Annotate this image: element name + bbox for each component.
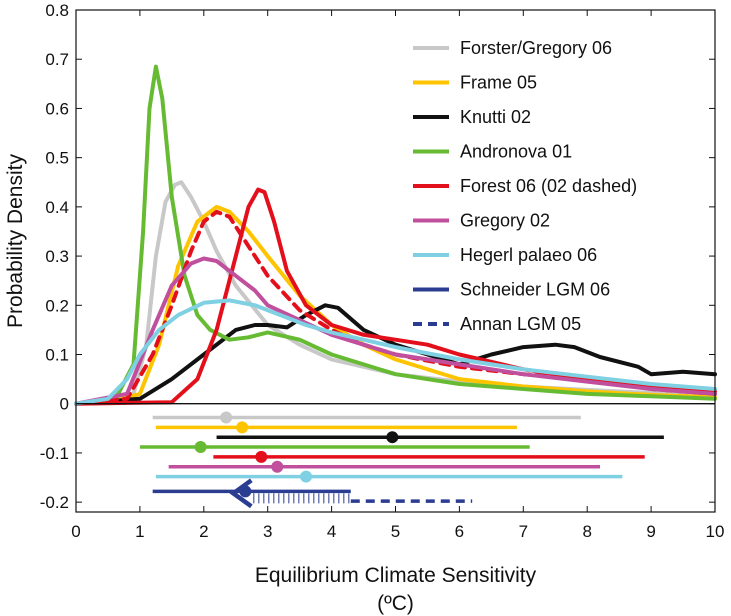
y-tick-label: 0.2 [45,296,69,315]
series-line-gregory-02 [74,256,717,406]
x-tick-label: 6 [455,522,464,541]
x-axis-ticks: 0 1 2 3 4 5 6 7 8 9 10 [71,10,724,541]
legend-label-forest-06-02-dashed: Forest 06 (02 dashed) [460,176,637,196]
legend-label-frame-05: Frame 05 [460,73,537,93]
series-line-andronova-01 [74,64,717,406]
x-tick-label: 1 [135,522,144,541]
x-tick-label: 3 [263,522,272,541]
legend-label-gregory-02: Gregory 02 [460,211,550,231]
y-tick-label: 0.3 [45,247,69,266]
y-tick-label: 0.5 [45,149,69,168]
series-line-hegerl-palaeo-06 [74,298,717,406]
legend: Forster/Gregory 06 Frame 05 Knutti 02 Andro… [413,38,637,334]
series-line-frame-05 [74,204,717,406]
mode-marker-forster-gregory-06 [220,411,233,424]
x-tick-label: 9 [646,522,655,541]
y-tick-label: -0.1 [40,444,69,463]
mode-marker-hegerl-palaeo-06 [300,470,313,483]
mode-marker-frame-05 [236,421,249,434]
x-axis-unit: (ºC) [377,592,414,615]
legend-label-hegerl-palaeo-06: Hegerl palaeo 06 [460,245,597,265]
legend-label-knutti-02: Knutti 02 [460,107,531,127]
x-tick-label: 0 [71,522,80,541]
y-axis-title: Probability Density [4,154,27,328]
y-tick-label: 0.6 [45,99,69,118]
x-tick-label: 8 [582,522,591,541]
series-lines [74,64,717,406]
y-tick-label: 0.4 [45,198,69,217]
y-tick-label: 0 [60,395,69,414]
x-tick-label: 2 [199,522,208,541]
mode-marker-forest-06-02-dashed [255,450,268,463]
range-bars [139,411,664,509]
legend-label-schneider-lgm-06: Schneider LGM 06 [460,280,610,300]
x-tick-label: 10 [706,522,725,541]
arrowhead-schneider-lgm-06 [229,478,253,509]
x-tick-label: 4 [327,522,336,541]
y-axis-ticks: -0.2 -0.1 0 0.1 0.2 0.3 0.4 0.5 0.6 0.7 0.8 [40,1,715,512]
mode-marker-knutti-02 [386,431,399,444]
y-tick-label: -0.2 [40,493,69,512]
y-tick-label: 0.7 [45,50,69,69]
x-tick-label: 7 [519,522,528,541]
mode-marker-andronova-01 [194,441,207,454]
x-tick-label: 5 [391,522,400,541]
legend-label-forster-gregory-06: Forster/Gregory 06 [460,38,612,58]
mode-marker-gregory-02 [271,460,284,473]
legend-label-annan-lgm-05: Annan LGM 05 [460,314,581,334]
y-tick-label: 0.8 [45,1,69,20]
legend-label-andronova-01: Andronova 01 [460,142,572,162]
x-axis-title: Equilibrium Climate Sensitivity [255,564,537,587]
y-tick-label: 0.1 [45,346,69,365]
